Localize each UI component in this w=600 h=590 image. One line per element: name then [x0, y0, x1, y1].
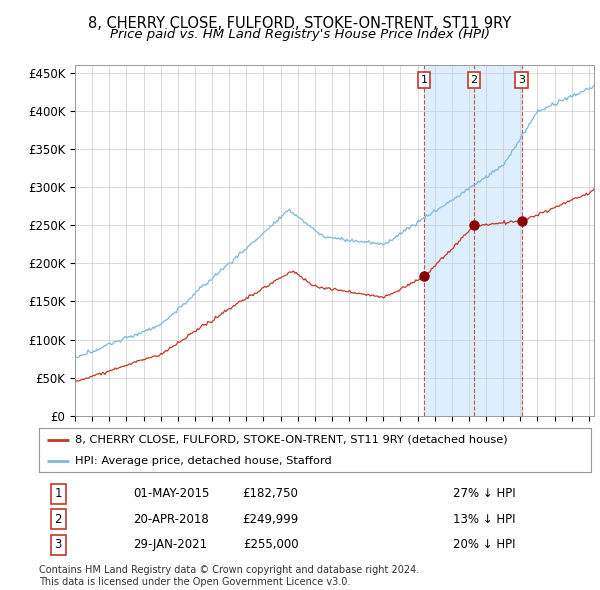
Text: £249,999: £249,999 [242, 513, 298, 526]
Text: Contains HM Land Registry data © Crown copyright and database right 2024.
This d: Contains HM Land Registry data © Crown c… [39, 565, 419, 587]
Text: 2: 2 [470, 75, 478, 85]
Text: 3: 3 [518, 75, 525, 85]
Text: £255,000: £255,000 [243, 538, 298, 551]
Text: Price paid vs. HM Land Registry's House Price Index (HPI): Price paid vs. HM Land Registry's House … [110, 28, 490, 41]
Text: £182,750: £182,750 [242, 487, 298, 500]
Text: 20% ↓ HPI: 20% ↓ HPI [453, 538, 515, 551]
Text: 27% ↓ HPI: 27% ↓ HPI [453, 487, 515, 500]
Text: 8, CHERRY CLOSE, FULFORD, STOKE-ON-TRENT, ST11 9RY: 8, CHERRY CLOSE, FULFORD, STOKE-ON-TRENT… [88, 16, 512, 31]
Text: 2: 2 [55, 513, 62, 526]
Text: HPI: Average price, detached house, Stafford: HPI: Average price, detached house, Staf… [75, 456, 332, 466]
Text: 29-JAN-2021: 29-JAN-2021 [133, 538, 207, 551]
Text: 13% ↓ HPI: 13% ↓ HPI [453, 513, 515, 526]
Bar [424, 65, 522, 416]
Text: 3: 3 [55, 538, 62, 551]
Text: 1: 1 [421, 75, 427, 85]
Text: 20-APR-2018: 20-APR-2018 [133, 513, 209, 526]
Text: 1: 1 [55, 487, 62, 500]
Text: 01-MAY-2015: 01-MAY-2015 [133, 487, 209, 500]
Text: 8, CHERRY CLOSE, FULFORD, STOKE-ON-TRENT, ST11 9RY (detached house): 8, CHERRY CLOSE, FULFORD, STOKE-ON-TRENT… [75, 435, 508, 445]
